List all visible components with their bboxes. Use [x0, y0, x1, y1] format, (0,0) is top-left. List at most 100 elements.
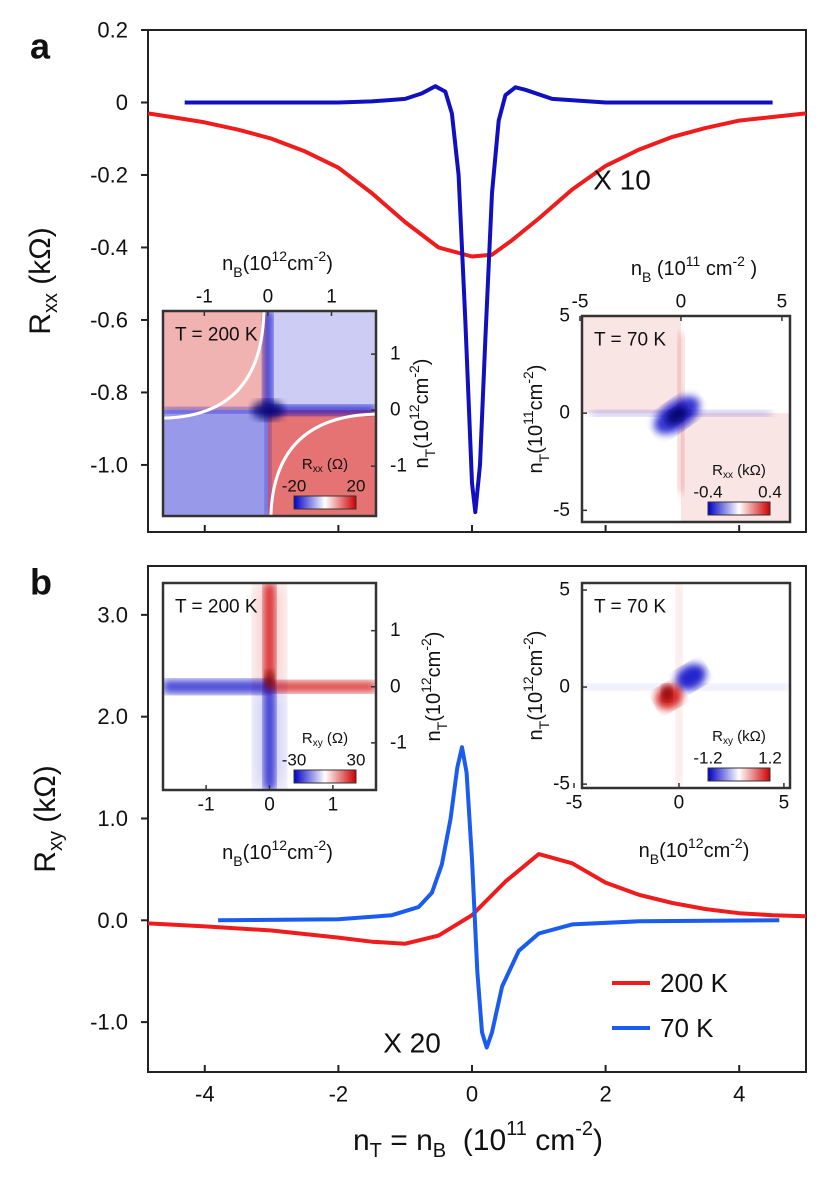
label-part: -2	[575, 1118, 593, 1140]
label-part: 12	[272, 248, 288, 264]
x-tick-label: 4	[733, 1082, 745, 1107]
inset-frame	[580, 314, 792, 524]
label-part: R	[712, 728, 723, 745]
inset-x-tick-label: -1	[196, 287, 213, 308]
label-part: xx	[40, 293, 62, 313]
x-tick-label: -4	[195, 1082, 215, 1107]
label-part: T	[370, 1140, 382, 1162]
heatmap-blob	[675, 663, 707, 691]
inset-y-tick-label: 0	[559, 403, 570, 424]
panel-label: b	[30, 562, 52, 603]
inset-temperature: T = 70 K	[594, 330, 666, 351]
label-part: (10	[446, 1124, 506, 1157]
label-part: 12	[418, 677, 434, 693]
inset-y-tick-label: 0	[390, 676, 401, 697]
label-part: (kΩ)	[733, 462, 766, 479]
label-part: 12	[688, 835, 704, 851]
heatmap-region	[264, 410, 271, 516]
heatmap-region	[267, 405, 376, 416]
label-part: n	[525, 462, 547, 473]
colorbar-tick-label: -0.4	[693, 483, 722, 502]
label-part: cm	[525, 650, 547, 677]
y-tick-label: 0.2	[97, 18, 128, 43]
heatmap	[163, 311, 376, 516]
y-tick-label: 0	[116, 90, 128, 115]
label-part: (10	[651, 258, 685, 280]
heatmap-blob	[666, 406, 688, 425]
label-part: B	[233, 264, 242, 280]
inset-y-tick-label: 1	[390, 344, 401, 365]
colorbar-tick-label: 30	[347, 751, 366, 770]
heatmap	[582, 583, 790, 788]
label-part: )	[743, 840, 750, 862]
inset-x-label: nB (1011 cm-2 )	[631, 253, 757, 285]
colorbar	[707, 767, 771, 782]
data-line	[184, 84, 773, 515]
label-part: )	[423, 632, 445, 639]
y-tick-label: -0.4	[90, 235, 128, 260]
inset-y-tick-label: -1	[390, 732, 407, 753]
legend-label: 70 K	[660, 1013, 714, 1043]
data-line	[218, 745, 780, 1050]
colorbar-tick-label: -20	[282, 477, 307, 496]
label-part: cm	[700, 258, 732, 280]
label-part: xy	[45, 831, 67, 851]
label-part: )	[326, 842, 333, 864]
label-part: T	[422, 448, 438, 457]
label-part: n	[631, 258, 642, 280]
label-part: 12	[520, 676, 536, 692]
label-part: cm	[525, 384, 547, 411]
label-part: n	[639, 840, 650, 862]
label-part: (10	[525, 425, 547, 454]
inset-x-tick-label: 5	[779, 793, 790, 814]
data-line	[147, 111, 807, 259]
inset-x-label: nB(1012cm-2)	[222, 837, 333, 869]
heatmap-region	[254, 583, 285, 687]
label-part: -2	[418, 638, 434, 651]
y-tick-label: 1.0	[97, 806, 128, 831]
x-axis-label: nT = nB (1011 cm-2)	[353, 1118, 603, 1162]
panel-label: a	[30, 26, 51, 67]
data-line	[147, 852, 807, 946]
y-tick-label: -1.0	[90, 1010, 128, 1035]
x-tick-label: 2	[599, 1082, 611, 1107]
label-part: (10	[411, 420, 433, 449]
label-part: n	[353, 1124, 370, 1157]
label-part: (kΩ)	[733, 728, 766, 745]
label-part: 11	[686, 253, 701, 269]
colorbar-label: Rxx (kΩ)	[712, 462, 766, 482]
label-part: xy	[313, 738, 323, 749]
label-part: cm	[527, 1124, 575, 1157]
annotation: X 20	[383, 1028, 441, 1059]
inset-y-label: nT(1012cm-2)	[418, 632, 450, 742]
colorbar	[707, 501, 771, 516]
inset-x-tick-label: 5	[777, 292, 788, 313]
label-part: )	[525, 365, 547, 372]
colorbar	[293, 495, 357, 510]
colorbar-label: Rxx (Ω)	[302, 456, 348, 476]
label-part: -2	[520, 637, 536, 650]
label-part: -2	[733, 253, 746, 269]
inset-y-tick-label: 0	[390, 400, 401, 421]
label-part: -2	[730, 835, 743, 851]
heatmap-region	[582, 316, 681, 414]
label-part: xx	[723, 470, 733, 481]
heatmap-region	[267, 311, 376, 411]
heatmap-region	[262, 311, 273, 411]
label-part: (10	[243, 842, 272, 864]
x-tick-label: 0	[466, 1082, 478, 1107]
heatmap-region	[254, 686, 285, 790]
heatmap-edge	[269, 412, 376, 516]
y-tick-label: -0.6	[90, 307, 128, 332]
label-part: R	[29, 851, 62, 873]
label-part: (10	[243, 253, 272, 275]
label-part: = n	[382, 1124, 433, 1157]
heatmap	[163, 583, 376, 790]
heatmap-edge	[163, 311, 266, 420]
label-part: n	[411, 457, 433, 468]
colorbar-tick-label: 20	[347, 477, 366, 496]
label-part: -2	[314, 248, 327, 264]
heatmap-region	[163, 311, 268, 411]
label-part: xx	[313, 464, 323, 475]
